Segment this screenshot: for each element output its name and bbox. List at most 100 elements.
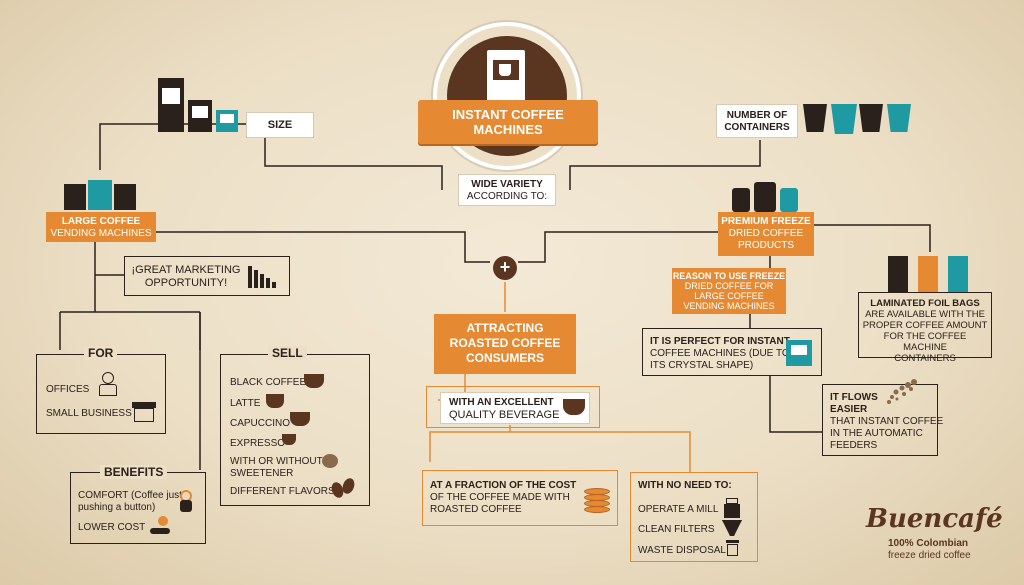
reason-line3: LARGE COFFEE bbox=[694, 291, 764, 301]
marketing-line2: OPPORTUNITY! bbox=[144, 277, 228, 289]
flows-line1: THAT INSTANT COFFEE bbox=[830, 416, 944, 427]
title-medallion bbox=[433, 22, 581, 170]
reason-line1: REASON TO USE FREEZE bbox=[672, 271, 786, 281]
for-item-offices: OFFICES bbox=[46, 384, 90, 395]
fraction-line2: OF THE COFFEE MADE WITH bbox=[430, 492, 570, 503]
benefits-lower-cost: LOWER COST bbox=[78, 522, 146, 533]
sell-item-flavors: DIFFERENT FLAVORS bbox=[230, 486, 335, 497]
sell-item-expresso: EXPRESSO bbox=[230, 438, 286, 449]
large-line1: LARGE COFFEE bbox=[61, 216, 141, 227]
growth-chart-icon bbox=[248, 264, 278, 288]
for-item-small-business: SMALL BUSINESS bbox=[46, 408, 132, 419]
perfect-box bbox=[642, 328, 822, 376]
noneed-item-waste: WASTE DISPOSAL bbox=[638, 545, 726, 556]
laminated-line3: FOR THE COFFEE MACHINE bbox=[883, 331, 967, 353]
variety-box: WIDE VARIETY ACCORDING TO: bbox=[458, 174, 556, 206]
coffee-cup-icon bbox=[304, 374, 324, 388]
marketing-line1: ¡GREAT MARKETING bbox=[131, 264, 241, 276]
comfort-line1: COMFORT (Coffee just bbox=[78, 490, 182, 501]
premium-line1: PREMIUM FREEZE bbox=[721, 216, 811, 227]
marketing-box bbox=[124, 256, 290, 296]
size-box: SIZE bbox=[246, 112, 314, 138]
size-label: SIZE bbox=[267, 119, 293, 131]
premium-line3: PRODUCTS bbox=[737, 240, 795, 251]
laminated-text: LAMINATED FOIL BAGS ARE AVAILABLE WITH T… bbox=[862, 298, 988, 364]
for-title: FOR bbox=[84, 346, 118, 360]
title-ribbon: INSTANT COFFEE MACHINES bbox=[418, 100, 598, 144]
excellent-frame bbox=[426, 386, 600, 428]
brand-line2: freeze dried coffee bbox=[888, 550, 971, 561]
variety-line2: ACCORDING TO: bbox=[466, 191, 548, 202]
coffee-granules-svg bbox=[887, 379, 917, 404]
perfect-text: IT IS PERFECT FOR INSTANT COFFEE MACHINE… bbox=[650, 336, 790, 372]
flows-line2: IN THE AUTOMATIC bbox=[830, 428, 923, 439]
coffee-mill-icon bbox=[724, 498, 740, 518]
sell-item-capuccino: CAPUCCINO bbox=[230, 418, 291, 429]
coffee-beans-icon bbox=[329, 476, 357, 500]
excellent-line2: QUALITY BEVERAGE bbox=[449, 409, 560, 421]
flows-line3: FEEDERS bbox=[830, 440, 878, 451]
sell-item-latte: LATTE bbox=[230, 398, 261, 409]
title-line2: MACHINES bbox=[473, 122, 543, 137]
perfect-line3: ITS CRYSTAL SHAPE) bbox=[650, 360, 754, 371]
sweetener-line1: WITH OR WITHOUT bbox=[230, 456, 323, 467]
trash-can-icon bbox=[726, 540, 739, 556]
sugar-bowl-icon bbox=[322, 454, 338, 468]
laminated-line4: CONTAINERS bbox=[894, 353, 956, 364]
attracting-box: ATTRACTING ROASTED COFFEE CONSUMERS bbox=[434, 314, 576, 374]
fraction-line3: ROASTED COFFEE bbox=[430, 504, 522, 515]
laminated-line2: PROPER COFFEE AMOUNT bbox=[862, 320, 988, 331]
expresso-cup-icon bbox=[282, 434, 296, 445]
premium-box: PREMIUM FREEZE DRIED COFFEE PRODUCTS bbox=[718, 212, 814, 256]
attracting-line2: ROASTED COFFEE bbox=[449, 336, 561, 350]
large-coffee-box: LARGE COFFEE VENDING MACHINES bbox=[46, 212, 156, 242]
brand-line1: 100% Colombian bbox=[888, 538, 969, 549]
foil-bags-icon bbox=[888, 256, 970, 292]
noneed-item-mill: OPERATE A MILL bbox=[638, 504, 719, 515]
flows-text: IT FLOWS EASIER THAT INSTANT COFFEE IN T… bbox=[830, 392, 943, 452]
premium-line2: DRIED COFFEE bbox=[728, 228, 804, 239]
noneed-item-filters: CLEAN FILTERS bbox=[638, 524, 715, 535]
containers-line2: CONTAINERS bbox=[724, 122, 790, 133]
excellent-box: WITH AN EXCELLENT QUALITY BEVERAGE bbox=[440, 392, 590, 424]
machine-screen-icon bbox=[786, 340, 812, 366]
containers-icon bbox=[803, 104, 911, 134]
perfect-line2: COFFEE MACHINES (DUE TO bbox=[650, 348, 790, 359]
machines-size-icon bbox=[158, 78, 242, 132]
excellent-line1: WITH AN EXCELLENT bbox=[449, 397, 554, 408]
benefits-title: BENEFITS bbox=[100, 465, 168, 479]
reason-line2: DRIED COFFEE FOR bbox=[684, 281, 774, 291]
benefits-comfort: COMFORT (Coffee just pushing a button) bbox=[78, 490, 182, 514]
large-line2: VENDING MACHINES bbox=[50, 228, 152, 239]
money-hand-icon bbox=[150, 516, 172, 536]
laminated-line1: ARE AVAILABLE WITH THE bbox=[865, 309, 985, 320]
containers-line1: NUMBER OF bbox=[726, 110, 788, 121]
sell-item-sweetener: WITH OR WITHOUT SWEETENER bbox=[230, 456, 323, 480]
capuccino-cup-icon bbox=[290, 412, 310, 426]
attracting-line1: ATTRACTING bbox=[466, 321, 544, 335]
containers-box: NUMBER OF CONTAINERS bbox=[716, 104, 798, 138]
coffee-machine-icon bbox=[487, 50, 525, 104]
office-worker-icon bbox=[96, 372, 118, 398]
coins-icon bbox=[584, 488, 610, 514]
vending-machines-icon bbox=[64, 180, 138, 210]
flows-title2: EASIER bbox=[830, 404, 868, 415]
quality-cup-icon bbox=[563, 399, 585, 415]
fraction-box bbox=[422, 470, 618, 526]
latte-cup-icon bbox=[266, 394, 284, 408]
variety-line1: WIDE VARIETY bbox=[471, 179, 543, 190]
attracting-line3: CONSUMERS bbox=[465, 351, 544, 365]
sell-item-black-coffee: BLACK COFFEE bbox=[230, 377, 307, 388]
flows-title1: IT FLOWS bbox=[830, 392, 878, 403]
flows-box bbox=[822, 384, 938, 456]
laminated-title: LAMINATED FOIL BAGS bbox=[870, 298, 980, 309]
marketing-text: ¡GREAT MARKETING OPPORTUNITY! bbox=[130, 264, 242, 290]
sell-title: SELL bbox=[268, 346, 307, 360]
sweetener-line2: SWEETENER bbox=[230, 468, 294, 479]
title-line1: INSTANT COFFEE bbox=[452, 107, 564, 122]
plus-icon: + bbox=[493, 256, 517, 280]
comfort-line2: pushing a button) bbox=[78, 502, 156, 513]
noneed-title: WITH NO NEED TO: bbox=[638, 480, 732, 491]
store-icon bbox=[132, 402, 156, 422]
perfect-line1: IT IS PERFECT FOR INSTANT bbox=[650, 336, 790, 347]
